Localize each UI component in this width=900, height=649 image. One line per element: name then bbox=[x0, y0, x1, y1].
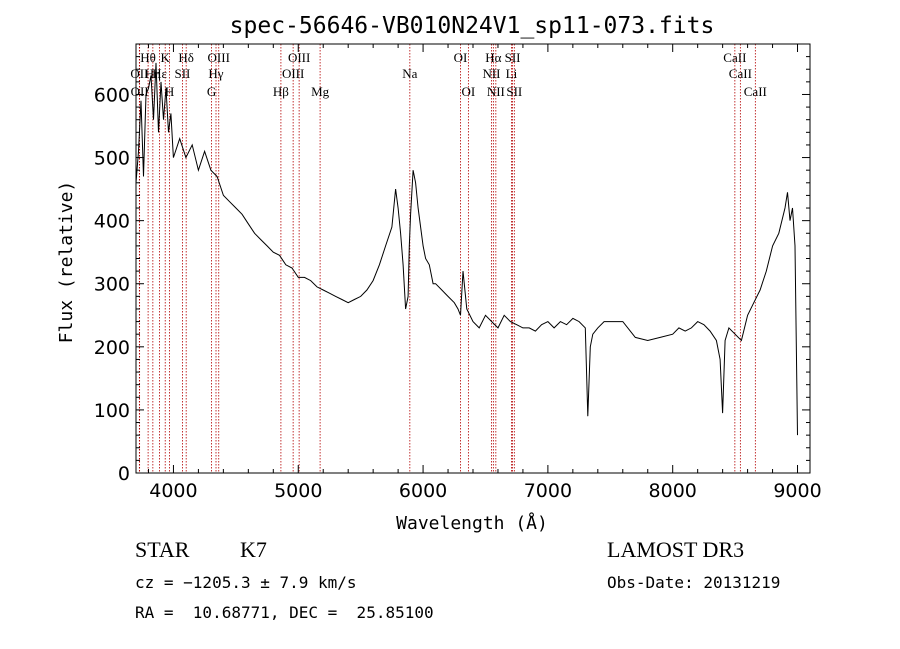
line-marker-label: OII bbox=[131, 84, 149, 99]
velocity-label: cz = −1205.3 ± 7.9 km/s bbox=[135, 573, 357, 592]
line-marker-label: Hδ bbox=[178, 50, 194, 65]
y-axis: 0 100 200 300 400 500 600 bbox=[94, 56, 810, 485]
x-tick-label: 8000 bbox=[649, 480, 697, 502]
line-marker-label: CaII bbox=[729, 66, 752, 81]
line-marker-label: SII bbox=[506, 84, 522, 99]
line-marker-label: Mg bbox=[311, 84, 330, 99]
line-marker-label: Hη bbox=[145, 66, 161, 81]
line-marker-label: Hθ bbox=[140, 50, 156, 65]
plot-frame bbox=[135, 43, 811, 474]
y-tick-label: 600 bbox=[94, 84, 130, 106]
line-marker-label: Hα bbox=[485, 50, 501, 65]
line-marker-label: CaII bbox=[723, 50, 746, 65]
line-marker-label: NII bbox=[487, 84, 505, 99]
y-tick-label: 300 bbox=[94, 274, 130, 296]
line-marker-label: OIII bbox=[208, 50, 230, 65]
x-tick-label: 9000 bbox=[773, 480, 821, 502]
x-tick-label: 4000 bbox=[149, 480, 197, 502]
y-tick-label: 0 bbox=[118, 463, 130, 485]
x-tick-label: 7000 bbox=[524, 480, 572, 502]
line-marker-label: Na bbox=[402, 66, 417, 81]
line-marker-label: OIII bbox=[288, 50, 310, 65]
y-tick-label: 100 bbox=[94, 400, 130, 422]
line-marker-label: Li bbox=[506, 66, 518, 81]
obs-date-label: Obs-Date: 20131219 bbox=[607, 573, 781, 592]
line-marker-label: SII bbox=[174, 66, 190, 81]
survey-label: LAMOST DR3 bbox=[607, 537, 745, 562]
y-tick-label: 200 bbox=[94, 337, 130, 359]
line-marker-label: NII bbox=[482, 66, 500, 81]
subclass-label: K7 bbox=[240, 537, 267, 562]
x-tick-label: 6000 bbox=[399, 480, 447, 502]
coords-label: RA = 10.68771, DEC = 25.85100 bbox=[135, 603, 434, 622]
y-tick-label: 500 bbox=[94, 148, 130, 170]
x-axis-label: Wavelength (Å) bbox=[396, 512, 548, 534]
line-marker-label: G bbox=[207, 84, 216, 99]
line-marker-label: Hγ bbox=[208, 66, 223, 81]
x-axis: 4000 5000 6000 7000 8000 9000 bbox=[147, 44, 822, 502]
line-marker-label: K bbox=[161, 50, 171, 65]
line-marker-label: OI bbox=[454, 50, 468, 65]
line-marker-label: OIII bbox=[282, 66, 304, 81]
line-marker-label: SII bbox=[505, 50, 521, 65]
x-tick-label: 5000 bbox=[274, 480, 322, 502]
line-marker-label: Hβ bbox=[273, 84, 289, 99]
spectrum-line bbox=[135, 62, 798, 436]
y-axis-label: Flux (relative) bbox=[56, 181, 77, 344]
class-label: STAR bbox=[135, 537, 190, 562]
line-marker-label: OII bbox=[130, 66, 148, 81]
line-marker-label: H bbox=[165, 84, 174, 99]
emission-line-markers bbox=[138, 44, 756, 473]
line-marker-label: CaII bbox=[744, 84, 767, 99]
line-marker-label: OI bbox=[462, 84, 476, 99]
chart-title: spec-56646-VB010N24V1_sp11-073.fits bbox=[230, 13, 715, 39]
line-marker-label: Hε bbox=[152, 66, 167, 81]
y-tick-label: 400 bbox=[94, 211, 130, 233]
